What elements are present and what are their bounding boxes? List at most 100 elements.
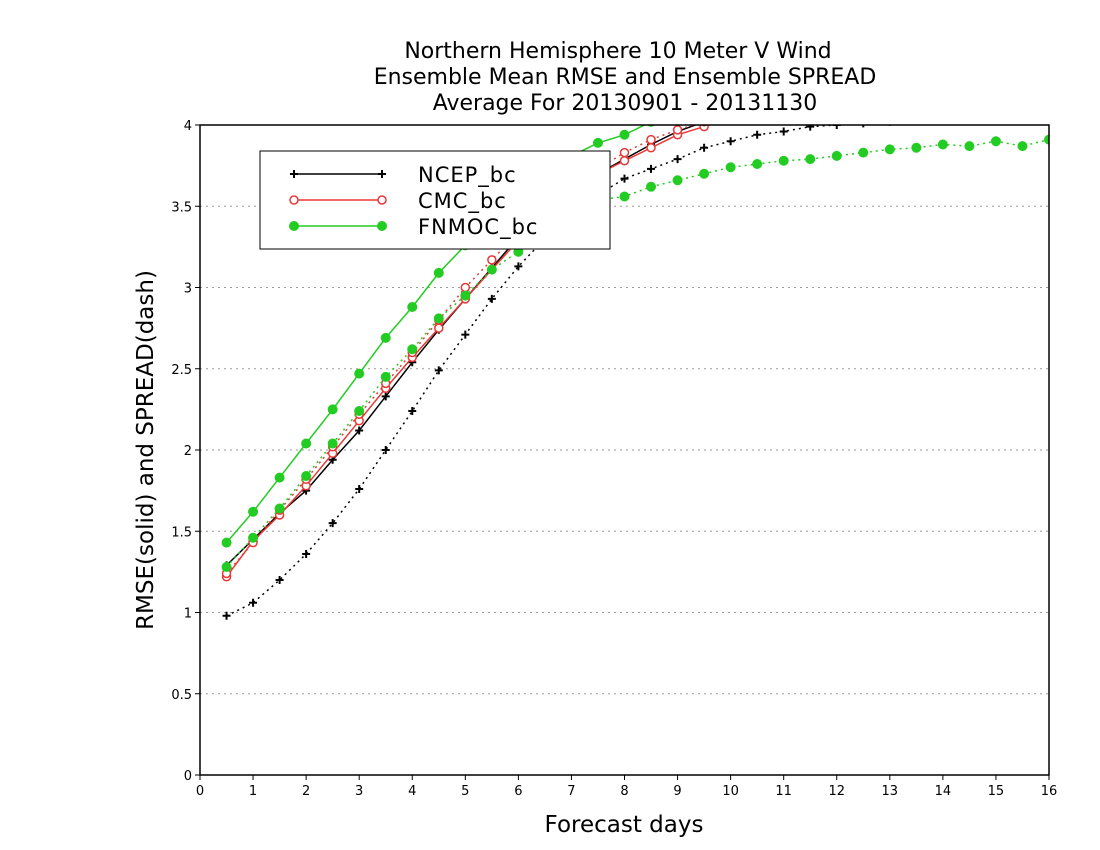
data-point-cmc-bc-rmse <box>939 63 947 71</box>
data-point-cmc-bc-rmse <box>965 59 973 67</box>
x-tick-label: 2 <box>302 784 310 799</box>
data-point-fnmoc-bc-rmse <box>221 537 232 548</box>
data-point-cmc-bc-spread <box>965 66 973 74</box>
data-point-fnmoc-bc-rmse <box>938 36 947 45</box>
data-point-ncep-bc-spread <box>381 446 390 454</box>
data-point-ncep-bc-spread <box>408 407 417 415</box>
legend-marker <box>290 170 298 178</box>
legend-label: CMC_bc <box>418 189 507 214</box>
data-point-cmc-bc-spread <box>992 63 1000 71</box>
x-tick-label: 3 <box>355 784 363 799</box>
data-point-fnmoc-bc-spread <box>778 155 789 166</box>
data-point-fnmoc-bc-spread <box>937 139 948 150</box>
data-point-fnmoc-bc-spread <box>805 154 816 165</box>
data-point-ncep-bc-spread <box>939 115 947 123</box>
data-point-fnmoc-bc-spread <box>911 142 922 153</box>
data-point-cmc-bc-spread <box>1018 59 1026 67</box>
data-point-ncep-bc-spread <box>912 116 920 124</box>
x-tick-label: 16 <box>1041 784 1058 799</box>
data-point-fnmoc-bc-spread <box>752 159 763 169</box>
data-point-fnmoc-bc-spread <box>1044 134 1049 145</box>
data-point-ncep-bc-rmse <box>912 64 920 72</box>
data-point-ncep-bc-rmse <box>381 392 390 401</box>
data-point-fnmoc-bc-rmse <box>248 506 259 517</box>
data-point-fnmoc-bc-spread <box>486 264 497 275</box>
data-point-fnmoc-bc-rmse <box>1045 23 1054 32</box>
data-point-ncep-bc-rmse <box>355 426 364 435</box>
data-point-ncep-bc-spread <box>779 127 788 136</box>
data-point-fnmoc-bc-rmse <box>965 33 974 42</box>
data-point-cmc-bc-spread <box>619 147 630 158</box>
series-line-ncep-bc-rmse <box>225 125 698 566</box>
x-tick-label: 11 <box>775 784 792 799</box>
data-point-cmc-bc-spread <box>912 72 920 80</box>
data-point-ncep-bc-spread <box>965 113 973 121</box>
data-point-fnmoc-bc-spread <box>858 147 869 158</box>
data-point-fnmoc-bc-spread <box>327 438 338 449</box>
data-point-cmc-bc-spread <box>939 69 947 77</box>
data-point-ncep-bc-rmse <box>1045 48 1053 56</box>
legend-label: FNMOC_bc <box>418 215 538 240</box>
x-tick-label: 15 <box>988 784 1005 799</box>
data-point-fnmoc-bc-spread <box>354 406 365 416</box>
data-point-fnmoc-bc-spread <box>831 150 842 161</box>
y-tick-label: 2 <box>184 444 192 459</box>
x-tick-label: 4 <box>408 784 416 799</box>
data-point-cmc-bc-spread <box>886 76 894 84</box>
data-point-cmc-bc-spread <box>646 134 656 145</box>
data-point-ncep-bc-rmse <box>1018 51 1026 59</box>
y-tick-label: 3.5 <box>171 200 192 215</box>
data-point-fnmoc-bc-rmse <box>327 404 338 415</box>
data-point-fnmoc-bc-rmse <box>619 129 630 140</box>
series-line-cmc-bc-spread <box>225 125 697 574</box>
data-point-ncep-bc-rmse <box>939 61 947 69</box>
x-tick-label: 5 <box>461 784 469 799</box>
data-point-fnmoc-bc-rmse <box>859 51 868 60</box>
legend-marker <box>289 195 299 205</box>
series-line-ncep-bc-spread <box>226 125 850 617</box>
data-point-cmc-bc-spread <box>1045 56 1053 64</box>
data-point-cmc-bc-rmse <box>646 143 656 153</box>
chart-title-line-3: Average For 20130901 - 20131130 <box>433 91 818 116</box>
data-point-fnmoc-bc-spread <box>884 144 895 155</box>
data-point-ncep-bc-spread <box>302 550 311 558</box>
data-point-cmc-bc-spread <box>672 125 683 135</box>
axis-ticks: 00.511.522.533.540 1 2 3 4 5 6 7 8 9 10 11 12 13 14 15 1… <box>171 119 1057 799</box>
data-point-ncep-bc-spread <box>461 330 470 339</box>
data-point-cmc-bc-rmse <box>699 125 709 132</box>
data-point-cmc-bc-rmse <box>1045 50 1053 58</box>
data-point-ncep-bc-spread <box>355 485 364 493</box>
data-point-fnmoc-bc-spread <box>990 136 1001 147</box>
data-point-fnmoc-bc-spread <box>699 168 710 179</box>
series-cmc-bc-spread <box>221 56 1053 579</box>
data-point-ncep-bc-spread <box>328 519 337 528</box>
data-point-fnmoc-bc-spread <box>646 181 657 192</box>
data-point-fnmoc-bc-spread <box>407 344 418 355</box>
x-tick-label: 10 <box>722 784 739 799</box>
legend-label: NCEP_bc <box>418 163 517 188</box>
data-point-ncep-bc-spread <box>726 137 735 146</box>
data-point-ncep-bc-spread <box>275 576 284 584</box>
series-cmc-bc-rmse <box>221 50 1053 582</box>
x-tick-label: 12 <box>828 784 845 799</box>
data-point-fnmoc-bc-spread <box>672 175 683 186</box>
data-point-ncep-bc-spread <box>753 130 762 139</box>
x-tick-label: 13 <box>882 784 899 799</box>
x-tick-label: 14 <box>935 784 952 799</box>
data-point-cmc-bc-spread <box>460 282 471 293</box>
data-point-fnmoc-bc-spread <box>725 162 736 173</box>
data-point-cmc-bc-spread <box>487 255 497 265</box>
data-point-ncep-bc-spread <box>620 174 629 183</box>
data-point-ncep-bc-spread <box>1018 110 1026 118</box>
x-tick-label: 1 <box>249 784 257 799</box>
data-point-fnmoc-bc-rmse <box>433 267 444 278</box>
data-point-cmc-bc-rmse <box>619 156 630 166</box>
data-point-fnmoc-bc-spread <box>301 471 312 481</box>
data-point-fnmoc-bc-rmse <box>274 472 285 483</box>
data-point-fnmoc-bc-rmse <box>991 30 1000 39</box>
data-point-ncep-bc-spread <box>1045 108 1053 116</box>
x-tick-label: 8 <box>620 784 628 799</box>
x-tick-label: 9 <box>673 784 681 799</box>
data-point-fnmoc-bc-spread <box>221 562 232 572</box>
